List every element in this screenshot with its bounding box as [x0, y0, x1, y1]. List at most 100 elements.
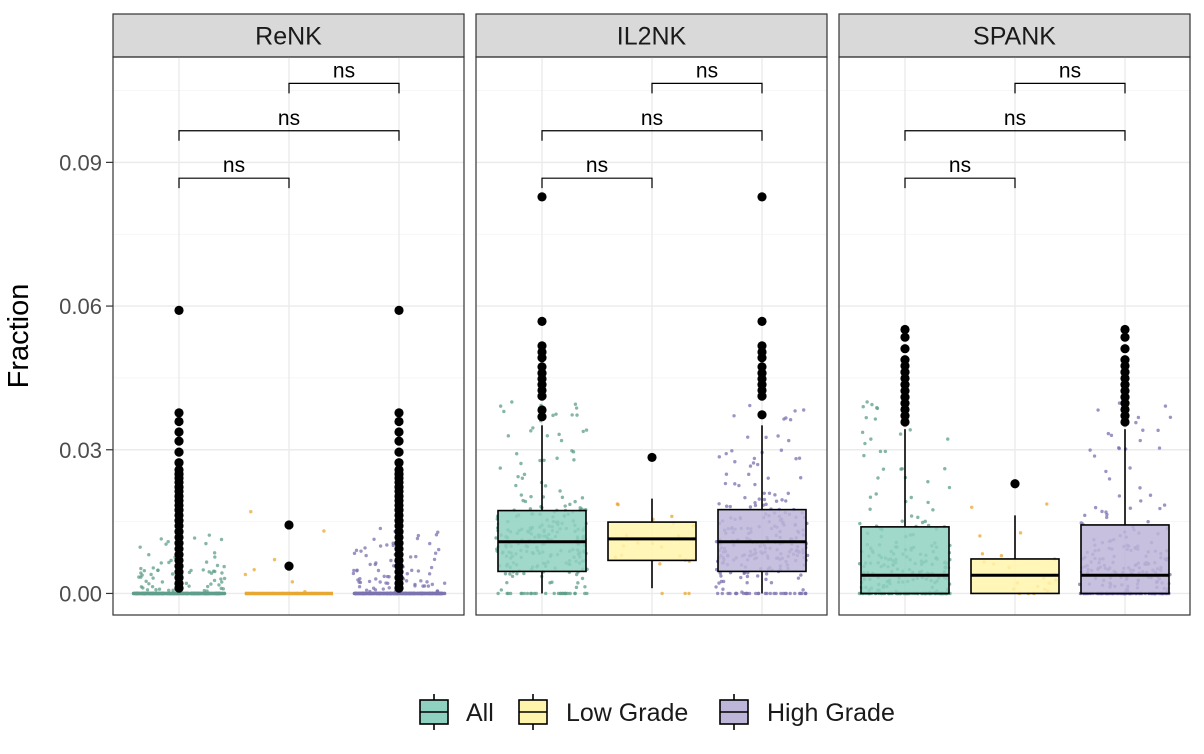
jitter-point: [357, 585, 362, 589]
jitter-point: [779, 448, 784, 452]
jitter-point: [860, 430, 865, 435]
jitter-point: [734, 591, 738, 596]
jitter-point: [498, 466, 502, 470]
jitter-point: [861, 405, 865, 409]
jitter-point: [358, 577, 362, 581]
facet-strip: [475, 13, 828, 58]
jitter-point: [352, 568, 356, 573]
jitter-point: [1148, 493, 1153, 497]
jitter-point: [797, 591, 802, 596]
jitter-point: [1163, 404, 1168, 408]
jitter-point: [428, 541, 432, 546]
box-all: [497, 192, 587, 594]
jitter-point: [762, 497, 767, 502]
jitter-point: [387, 586, 391, 590]
jitter-point: [721, 587, 725, 591]
jitter-point: [615, 502, 620, 506]
jitter-point: [359, 549, 363, 553]
jitter-point: [764, 502, 768, 507]
jitter-point: [378, 526, 383, 531]
jitter-point: [151, 566, 155, 570]
jitter-point: [496, 591, 500, 596]
jitter-point: [908, 428, 912, 432]
outlier-point: [284, 561, 294, 571]
jitter-point: [531, 426, 535, 430]
outlier-point: [174, 447, 184, 457]
jitter-point: [529, 429, 533, 433]
significance-label: ns: [586, 154, 608, 177]
outlier-point: [174, 427, 184, 437]
jitter-point: [159, 537, 163, 541]
jitter-point: [581, 429, 585, 434]
significance-label: ns: [223, 154, 245, 177]
jitter-point: [373, 562, 377, 567]
jitter-point: [752, 456, 757, 461]
jitter-point: [724, 451, 728, 456]
jitter-point: [433, 551, 438, 555]
jitter-point: [510, 574, 515, 578]
jitter-point: [1093, 505, 1098, 510]
box-body: [607, 521, 697, 562]
facet-strip-label: ReNK: [255, 23, 322, 51]
jitter-point: [783, 591, 787, 596]
jitter-point: [724, 472, 729, 476]
facet-strip-label: IL2NK: [617, 23, 687, 51]
jitter-point: [580, 576, 585, 581]
facet-strip-label: SPANK: [973, 23, 1056, 51]
jitter-point: [157, 587, 162, 591]
jitter-point: [213, 569, 217, 574]
jitter-point: [563, 504, 567, 508]
box-high-grade: [355, 305, 443, 596]
jitter-point: [529, 494, 533, 499]
jitter-point: [874, 492, 878, 496]
significance-label: ns: [949, 154, 971, 177]
jitter-point: [943, 467, 947, 471]
significance-label: ns: [641, 107, 663, 130]
jitter-point: [166, 539, 170, 544]
jitter-point: [1105, 515, 1109, 520]
significance-bracket: [541, 130, 763, 141]
jitter-point: [137, 575, 141, 579]
jitter-point: [728, 591, 732, 596]
jitter-point: [498, 404, 503, 408]
jitter-point: [167, 560, 171, 565]
jitter-point: [550, 580, 554, 584]
significance-bracket: [904, 177, 1016, 189]
jitter-point: [863, 441, 867, 446]
outlier-point: [1010, 479, 1020, 489]
jitter-point: [762, 491, 766, 495]
jitter-point: [745, 574, 750, 579]
jitter-point: [751, 461, 756, 465]
jitter-point: [583, 585, 587, 589]
jitter-point: [160, 580, 165, 584]
jitter-point: [212, 551, 217, 555]
jitter-point: [385, 543, 389, 547]
jitter-point: [883, 449, 888, 454]
outlier-point: [757, 391, 767, 401]
jitter-point: [574, 572, 579, 577]
jitter-point: [154, 588, 158, 592]
jitter-point: [436, 547, 441, 552]
jitter-point: [931, 508, 935, 512]
jitter-point: [740, 590, 744, 594]
jitter-point: [169, 558, 173, 563]
jitter-point: [368, 562, 372, 567]
jitter-point: [787, 438, 791, 443]
jitter-point: [1083, 513, 1087, 518]
jitter-point: [419, 579, 423, 583]
jitter-point: [743, 495, 747, 500]
jitter-point: [978, 534, 982, 538]
box-low-grade: [607, 452, 697, 589]
jitter-point: [413, 584, 417, 588]
jitter-point: [519, 591, 523, 596]
jitter-point: [869, 437, 873, 441]
jitter-point: [502, 409, 506, 414]
outlier-point: [284, 520, 294, 530]
jitter-point: [252, 567, 256, 572]
box-all: [860, 324, 950, 595]
jitter-point: [1134, 420, 1138, 425]
jitter-point: [1100, 509, 1104, 514]
jitter-point: [881, 467, 886, 471]
